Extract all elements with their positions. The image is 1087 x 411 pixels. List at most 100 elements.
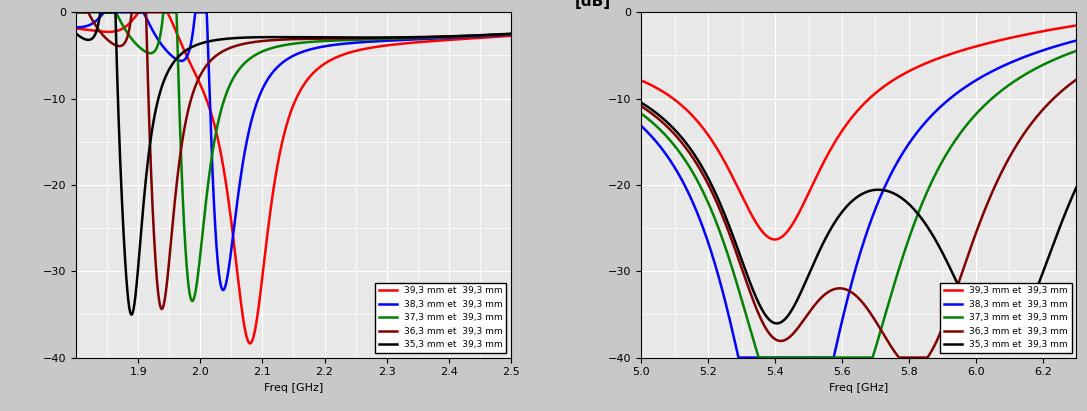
39,3 mm et  39,3 mm bbox=[330, 55, 343, 60]
Line: 39,3 mm et  39,3 mm: 39,3 mm et 39,3 mm bbox=[641, 25, 1076, 240]
Line: 37,3 mm et  39,3 mm: 37,3 mm et 39,3 mm bbox=[76, 12, 511, 301]
38,3 mm et  39,3 mm bbox=[960, 84, 973, 89]
35,3 mm et  39,3 mm bbox=[427, 34, 440, 39]
37,3 mm et  39,3 mm bbox=[427, 35, 440, 40]
35,3 mm et  39,3 mm bbox=[635, 100, 648, 105]
39,3 mm et  39,3 mm bbox=[395, 42, 408, 46]
37,3 mm et  39,3 mm bbox=[896, 256, 909, 261]
35,3 mm et  39,3 mm bbox=[149, 110, 162, 115]
39,3 mm et  39,3 mm bbox=[427, 39, 440, 44]
36,3 mm et  39,3 mm bbox=[504, 32, 517, 37]
37,3 mm et  39,3 mm bbox=[70, 10, 83, 15]
39,3 mm et  39,3 mm bbox=[917, 62, 930, 67]
37,3 mm et  39,3 mm bbox=[395, 36, 408, 41]
36,3 mm et  39,3 mm bbox=[352, 36, 365, 41]
37,3 mm et  39,3 mm bbox=[714, 231, 727, 236]
36,3 mm et  39,3 mm bbox=[236, 42, 249, 47]
36,3 mm et  39,3 mm bbox=[427, 35, 440, 39]
39,3 mm et  39,3 mm bbox=[236, 310, 249, 315]
35,3 mm et  39,3 mm bbox=[93, 10, 107, 15]
35,3 mm et  39,3 mm bbox=[70, 31, 83, 36]
Line: 35,3 mm et  39,3 mm: 35,3 mm et 39,3 mm bbox=[76, 12, 511, 315]
39,3 mm et  39,3 mm bbox=[243, 341, 257, 346]
X-axis label: Freq [GHz]: Freq [GHz] bbox=[829, 383, 888, 393]
36,3 mm et  39,3 mm bbox=[992, 175, 1005, 180]
36,3 mm et  39,3 mm bbox=[149, 251, 162, 256]
38,3 mm et  39,3 mm bbox=[992, 65, 1005, 70]
37,3 mm et  39,3 mm bbox=[992, 90, 1005, 95]
39,3 mm et  39,3 mm bbox=[801, 193, 814, 198]
39,3 mm et  39,3 mm bbox=[133, 10, 146, 15]
35,3 mm et  39,3 mm bbox=[714, 201, 727, 206]
36,3 mm et  39,3 mm bbox=[155, 307, 168, 312]
38,3 mm et  39,3 mm bbox=[427, 36, 440, 41]
Line: 36,3 mm et  39,3 mm: 36,3 mm et 39,3 mm bbox=[641, 80, 1076, 358]
35,3 mm et  39,3 mm bbox=[330, 35, 343, 40]
38,3 mm et  39,3 mm bbox=[395, 37, 408, 42]
35,3 mm et  39,3 mm bbox=[994, 343, 1007, 348]
38,3 mm et  39,3 mm bbox=[714, 280, 727, 285]
Line: 38,3 mm et  39,3 mm: 38,3 mm et 39,3 mm bbox=[641, 41, 1076, 358]
37,3 mm et  39,3 mm bbox=[635, 111, 648, 116]
X-axis label: Freq [GHz]: Freq [GHz] bbox=[264, 383, 323, 393]
37,3 mm et  39,3 mm bbox=[352, 37, 365, 42]
36,3 mm et  39,3 mm bbox=[1070, 77, 1083, 82]
37,3 mm et  39,3 mm bbox=[960, 123, 973, 128]
38,3 mm et  39,3 mm bbox=[917, 121, 930, 126]
38,3 mm et  39,3 mm bbox=[330, 42, 343, 47]
35,3 mm et  39,3 mm bbox=[236, 35, 249, 40]
Line: 37,3 mm et  39,3 mm: 37,3 mm et 39,3 mm bbox=[641, 51, 1076, 358]
Line: 38,3 mm et  39,3 mm: 38,3 mm et 39,3 mm bbox=[76, 12, 511, 290]
35,3 mm et  39,3 mm bbox=[504, 31, 517, 36]
37,3 mm et  39,3 mm bbox=[330, 38, 343, 43]
35,3 mm et  39,3 mm bbox=[801, 275, 814, 280]
37,3 mm et  39,3 mm bbox=[1070, 48, 1083, 53]
38,3 mm et  39,3 mm bbox=[1070, 38, 1083, 43]
39,3 mm et  39,3 mm bbox=[1070, 23, 1083, 28]
37,3 mm et  39,3 mm bbox=[752, 355, 765, 360]
37,3 mm et  39,3 mm bbox=[236, 63, 249, 68]
36,3 mm et  39,3 mm bbox=[896, 355, 909, 360]
38,3 mm et  39,3 mm bbox=[70, 25, 83, 30]
38,3 mm et  39,3 mm bbox=[732, 355, 745, 360]
37,3 mm et  39,3 mm bbox=[917, 196, 930, 201]
35,3 mm et  39,3 mm bbox=[352, 35, 365, 40]
38,3 mm et  39,3 mm bbox=[352, 40, 365, 45]
35,3 mm et  39,3 mm bbox=[992, 343, 1005, 348]
36,3 mm et  39,3 mm bbox=[330, 36, 343, 41]
37,3 mm et  39,3 mm bbox=[149, 48, 162, 53]
38,3 mm et  39,3 mm bbox=[216, 288, 229, 293]
39,3 mm et  39,3 mm bbox=[352, 48, 365, 53]
39,3 mm et  39,3 mm bbox=[896, 72, 909, 77]
38,3 mm et  39,3 mm bbox=[236, 164, 249, 169]
39,3 mm et  39,3 mm bbox=[960, 47, 973, 52]
39,3 mm et  39,3 mm bbox=[714, 152, 727, 157]
35,3 mm et  39,3 mm bbox=[917, 219, 930, 224]
35,3 mm et  39,3 mm bbox=[1070, 185, 1083, 190]
38,3 mm et  39,3 mm bbox=[149, 32, 162, 37]
Line: 36,3 mm et  39,3 mm: 36,3 mm et 39,3 mm bbox=[76, 12, 511, 309]
39,3 mm et  39,3 mm bbox=[149, 10, 162, 15]
Legend: 39,3 mm et  39,3 mm, 38,3 mm et  39,3 mm, 37,3 mm et  39,3 mm, 36,3 mm et  39,3 : 39,3 mm et 39,3 mm, 38,3 mm et 39,3 mm, … bbox=[940, 283, 1072, 353]
39,3 mm et  39,3 mm bbox=[504, 33, 517, 38]
39,3 mm et  39,3 mm bbox=[635, 78, 648, 83]
38,3 mm et  39,3 mm bbox=[635, 124, 648, 129]
36,3 mm et  39,3 mm bbox=[917, 355, 930, 360]
38,3 mm et  39,3 mm bbox=[896, 152, 909, 157]
36,3 mm et  39,3 mm bbox=[714, 208, 727, 213]
Line: 39,3 mm et  39,3 mm: 39,3 mm et 39,3 mm bbox=[76, 12, 511, 344]
36,3 mm et  39,3 mm bbox=[960, 259, 973, 264]
36,3 mm et  39,3 mm bbox=[395, 35, 408, 40]
39,3 mm et  39,3 mm bbox=[992, 38, 1005, 43]
35,3 mm et  39,3 mm bbox=[896, 196, 909, 201]
Legend: 39,3 mm et  39,3 mm, 38,3 mm et  39,3 mm, 37,3 mm et  39,3 mm, 36,3 mm et  39,3 : 39,3 mm et 39,3 mm, 38,3 mm et 39,3 mm, … bbox=[375, 283, 507, 353]
36,3 mm et  39,3 mm bbox=[801, 312, 814, 317]
36,3 mm et  39,3 mm bbox=[70, 10, 83, 15]
38,3 mm et  39,3 mm bbox=[801, 355, 814, 360]
35,3 mm et  39,3 mm bbox=[395, 35, 408, 40]
38,3 mm et  39,3 mm bbox=[504, 32, 517, 37]
37,3 mm et  39,3 mm bbox=[801, 355, 814, 360]
38,3 mm et  39,3 mm bbox=[98, 10, 111, 15]
35,3 mm et  39,3 mm bbox=[125, 312, 138, 317]
Line: 35,3 mm et  39,3 mm: 35,3 mm et 39,3 mm bbox=[641, 103, 1076, 346]
